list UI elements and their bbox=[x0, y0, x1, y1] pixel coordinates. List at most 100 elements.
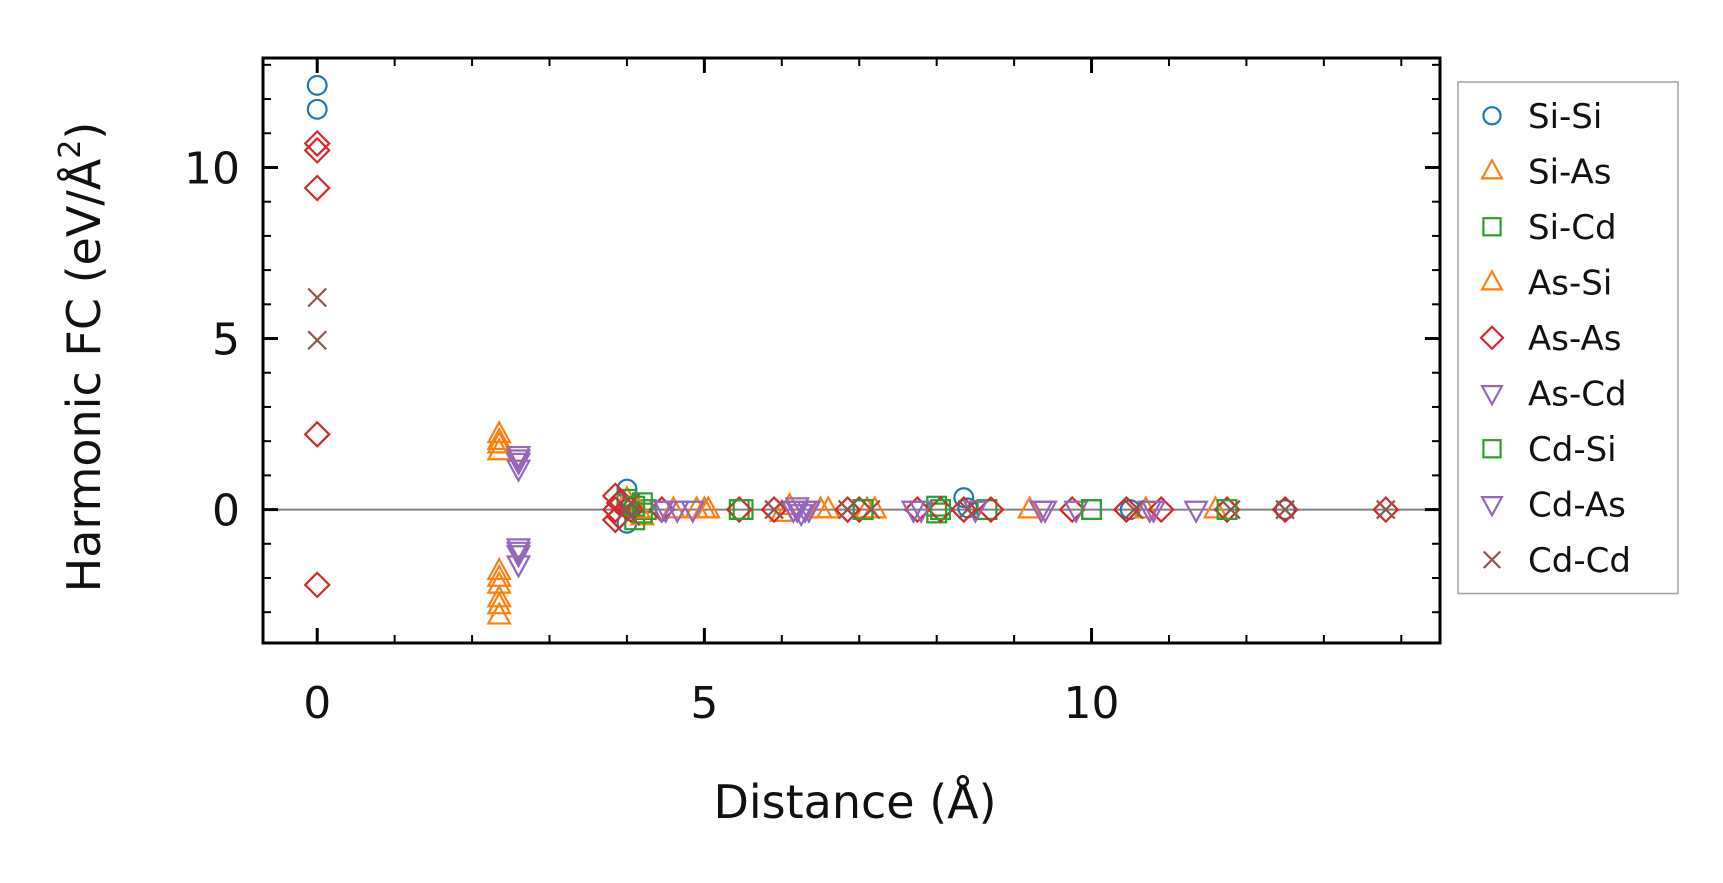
point-cd-cd-12 bbox=[1376, 499, 1396, 520]
point-cd-as-5 bbox=[908, 500, 934, 524]
point-si-as-9 bbox=[660, 495, 687, 519]
point-as-cd-0 bbox=[505, 445, 532, 470]
legend-marker-cd-cd bbox=[1482, 550, 1502, 569]
point-as-as-13 bbox=[760, 496, 788, 524]
point-si-as-6 bbox=[486, 601, 512, 625]
point-cd-si-6 bbox=[1216, 499, 1238, 521]
legend-marker-si-as bbox=[1480, 157, 1504, 180]
point-as-as-1 bbox=[303, 136, 331, 164]
x-tick-labels: 0 5 10 bbox=[303, 678, 1119, 729]
y-tick-label-10: 10 bbox=[184, 143, 240, 194]
point-cd-si-4 bbox=[930, 499, 952, 521]
y-axis-label: Harmonic FC (eV/Å2) bbox=[53, 122, 111, 593]
legend-label-si-cd: Si-Cd bbox=[1528, 208, 1617, 248]
point-cd-cd-7 bbox=[861, 499, 881, 520]
y-tick-label-5: 5 bbox=[212, 315, 240, 366]
point-cd-cd-9 bbox=[1124, 499, 1144, 520]
legend-label-cd-cd: Cd-Cd bbox=[1528, 541, 1631, 581]
point-cd-cd-6 bbox=[837, 499, 858, 520]
point-as-si-0 bbox=[486, 426, 512, 451]
series-cd-cd bbox=[307, 287, 1396, 527]
point-as-as-12 bbox=[725, 496, 753, 524]
point-cd-si-3 bbox=[852, 499, 874, 521]
legend-marker-si-cd bbox=[1482, 217, 1502, 237]
legend-marker-as-cd bbox=[1480, 385, 1504, 407]
point-cd-cd-8 bbox=[957, 499, 978, 520]
point-as-cd-3 bbox=[505, 538, 532, 562]
legend-entry-si-si: Si-Si bbox=[1482, 97, 1602, 137]
legend-label-cd-as: Cd-As bbox=[1528, 485, 1626, 525]
legend-marker-as-as bbox=[1479, 325, 1505, 351]
point-as-as-21 bbox=[1112, 496, 1140, 524]
point-as-as-17 bbox=[926, 496, 955, 524]
major-ticks-layer bbox=[263, 58, 1440, 643]
point-as-cd-1 bbox=[505, 452, 532, 476]
legend-entry-si-as: Si-As bbox=[1480, 152, 1612, 192]
point-cd-as-2 bbox=[653, 500, 679, 524]
point-cd-cd-11 bbox=[1275, 499, 1295, 520]
legend-entry-si-cd: Si-Cd bbox=[1482, 208, 1617, 248]
point-as-cd-8 bbox=[680, 500, 706, 524]
y-tick-label-0: 0 bbox=[212, 486, 240, 537]
legend-entry-cd-si: Cd-Si bbox=[1482, 430, 1617, 470]
legend-label-si-as: Si-As bbox=[1528, 152, 1612, 192]
series-as-as bbox=[303, 129, 1400, 599]
point-si-si-8 bbox=[1274, 499, 1296, 521]
legend-marker-cd-as bbox=[1480, 496, 1504, 518]
point-as-si-4 bbox=[695, 495, 721, 519]
point-cd-cd-1 bbox=[307, 330, 327, 351]
legend-marker-si-si bbox=[1482, 106, 1502, 126]
point-si-si-0 bbox=[306, 74, 328, 96]
point-as-si-2 bbox=[486, 584, 512, 608]
point-as-cd-18 bbox=[1183, 500, 1209, 524]
point-as-as-22 bbox=[1147, 496, 1175, 524]
x-tick-label-5: 5 bbox=[690, 678, 718, 729]
legend: Si-Si Si-As Si-Cd As-Si As-As As-Cd Cd-Si Cd-As… bbox=[1457, 81, 1679, 595]
series-cd-si bbox=[624, 495, 1238, 524]
legend-marker-cd-si bbox=[1482, 439, 1502, 459]
legend-label-as-as: As-As bbox=[1528, 319, 1621, 359]
legend-entry-as-si: As-Si bbox=[1480, 263, 1612, 303]
point-as-as-0 bbox=[303, 129, 331, 158]
y-axis-label-superscript: 2 bbox=[53, 140, 88, 159]
point-cd-as-7 bbox=[1140, 500, 1167, 524]
point-as-si-5 bbox=[815, 495, 841, 519]
point-cd-as-0 bbox=[505, 449, 532, 473]
point-as-cd-2 bbox=[505, 459, 532, 483]
point-cd-cd-5 bbox=[764, 499, 784, 520]
y-axis-label-main: Harmonic FC (eV/Å bbox=[57, 158, 111, 592]
point-si-as-3 bbox=[486, 556, 512, 581]
legend-label-si-si: Si-Si bbox=[1528, 97, 1602, 137]
series-cd-as bbox=[505, 449, 1167, 565]
point-si-as-5 bbox=[486, 591, 512, 615]
point-as-as-3 bbox=[303, 420, 331, 448]
point-as-as-16 bbox=[903, 496, 931, 524]
y-tick-labels: 0 5 10 bbox=[184, 143, 240, 536]
point-as-as-14 bbox=[834, 496, 862, 524]
point-as-as-20 bbox=[1058, 496, 1086, 524]
legend-entry-cd-as: Cd-As bbox=[1480, 485, 1626, 525]
point-as-as-2 bbox=[303, 174, 331, 202]
legend-label-cd-si: Cd-Si bbox=[1528, 430, 1617, 470]
point-si-as-1 bbox=[486, 430, 512, 454]
point-cd-si-0 bbox=[624, 495, 646, 517]
point-cd-as-6 bbox=[1032, 500, 1058, 524]
point-si-as-0 bbox=[486, 420, 512, 444]
point-si-as-16 bbox=[1016, 495, 1043, 519]
point-as-cd-5 bbox=[505, 555, 532, 579]
point-as-as-4 bbox=[303, 571, 331, 599]
point-cd-as-4 bbox=[792, 500, 818, 524]
point-as-as-24 bbox=[1271, 496, 1299, 524]
point-cd-as-1 bbox=[505, 541, 532, 565]
point-cd-cd-0 bbox=[307, 287, 327, 308]
point-cd-si-2 bbox=[732, 499, 754, 521]
legend-label-as-cd: As-Cd bbox=[1528, 374, 1627, 414]
point-si-as-18 bbox=[1202, 495, 1229, 519]
legend-label-as-si: As-Si bbox=[1528, 263, 1612, 303]
x-tick-label-0: 0 bbox=[303, 678, 331, 729]
y-axis-label-close: ) bbox=[57, 122, 111, 140]
legend-entry-as-as: As-As bbox=[1479, 319, 1621, 359]
point-cd-cd-10 bbox=[1221, 499, 1241, 520]
legend-entry-cd-cd: Cd-Cd bbox=[1482, 541, 1631, 581]
